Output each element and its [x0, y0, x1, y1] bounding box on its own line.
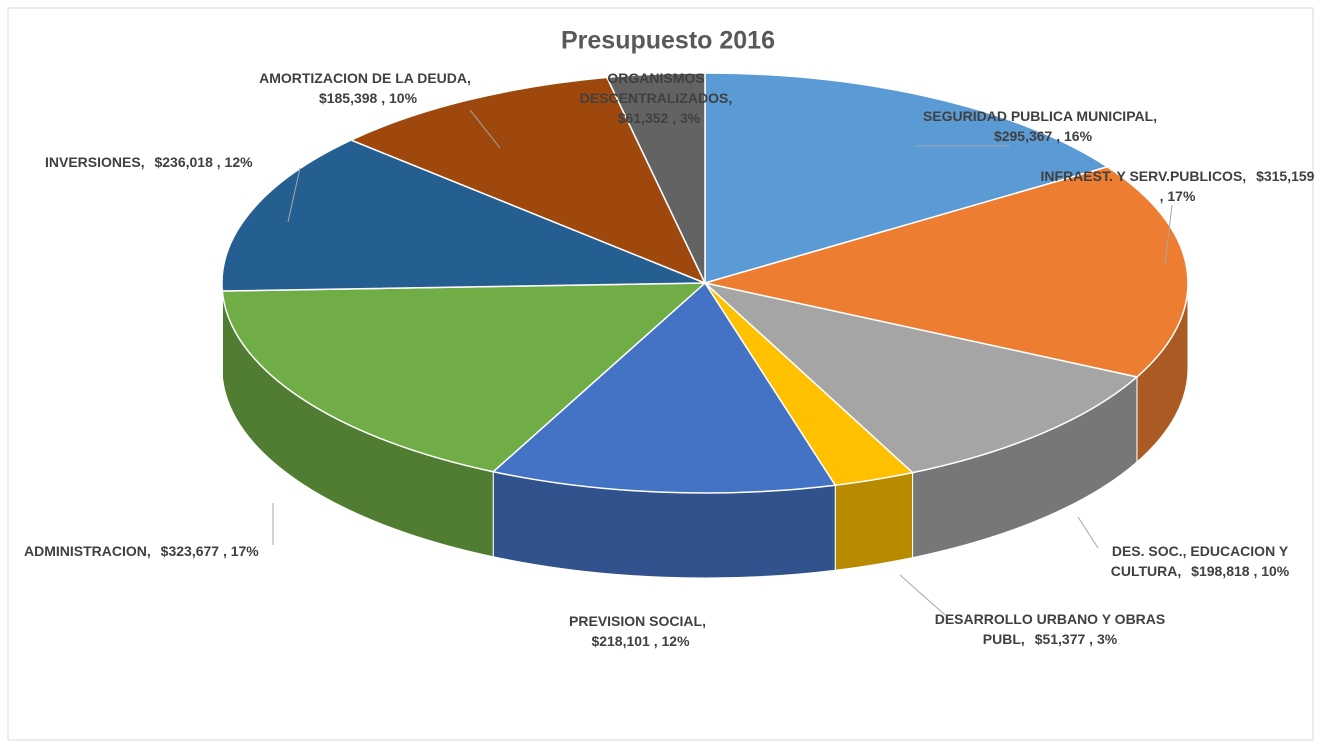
value-label: $218,101 , 12%	[591, 633, 690, 649]
data-label: PREVISION SOCIAL $218,101 , 12%	[535, 611, 740, 651]
value-label: $315,159 , 17%	[1159, 168, 1315, 204]
category-label: INFRAEST. Y SERV.PUBLICOS	[1041, 168, 1247, 184]
slice	[702, 281, 1139, 474]
leader-line	[1077, 516, 1099, 549]
slice	[605, 72, 706, 284]
leader-line	[469, 109, 501, 149]
leader-line	[287, 167, 301, 223]
data-label: DESARROLLO URBANO Y OBRAS PUBL $51,377 ,…	[915, 609, 1185, 649]
category-label: SEGURIDAD PUBLICA MUNICIPAL	[923, 108, 1157, 124]
category-label: AMORTIZACION DE LA DEUDA	[259, 70, 471, 86]
category-label: PREVISION SOCIAL	[569, 613, 706, 629]
value-label: $323,677 , 17%	[160, 543, 259, 559]
chart-title: Presupuesto 2016	[561, 27, 775, 55]
data-label: SEGURIDAD PUBLICA MUNICIPAL $295,367 , 1…	[905, 106, 1175, 146]
value-label: $51,377 , 3%	[1034, 631, 1118, 647]
value-label: $236,018 , 12%	[154, 154, 253, 170]
slice-side	[834, 472, 914, 571]
data-label: AMORTIZACION DE LA DEUDA $185,398 , 10%	[245, 68, 485, 108]
value-label: $198,818 , 10%	[1191, 563, 1290, 579]
slice	[491, 281, 837, 494]
leader-line	[899, 574, 946, 616]
slice	[221, 282, 708, 473]
value-label: $185,398 , 10%	[318, 90, 418, 106]
category-label: ADMINISTRACION	[24, 543, 151, 559]
data-label: DES. SOC., EDUCACION Y CULTURA $198,818 …	[1080, 541, 1320, 581]
chart-border	[7, 7, 1314, 741]
value-label: $61,352 , 3%	[617, 110, 701, 126]
data-label: ORGANISMOS DESCENTRALIZADOS $61,352 , 3%	[556, 68, 756, 128]
slice	[704, 165, 1189, 378]
value-label: $295,367 , 16%	[993, 128, 1093, 144]
data-label: ADMINISTRACION $323,677 , 17%	[24, 541, 284, 561]
data-label: INVERSIONES $236,018 , 12%	[45, 152, 275, 172]
leader-line	[1164, 204, 1173, 266]
category-label: ORGANISMOS DESCENTRALIZADOS	[580, 70, 732, 106]
slice	[704, 72, 1110, 284]
category-label: INVERSIONES	[45, 154, 145, 170]
data-label: INFRAEST. Y SERV.PUBLICOS $315,159 , 17%	[1040, 166, 1315, 206]
slice	[221, 139, 706, 292]
slice	[349, 76, 707, 285]
